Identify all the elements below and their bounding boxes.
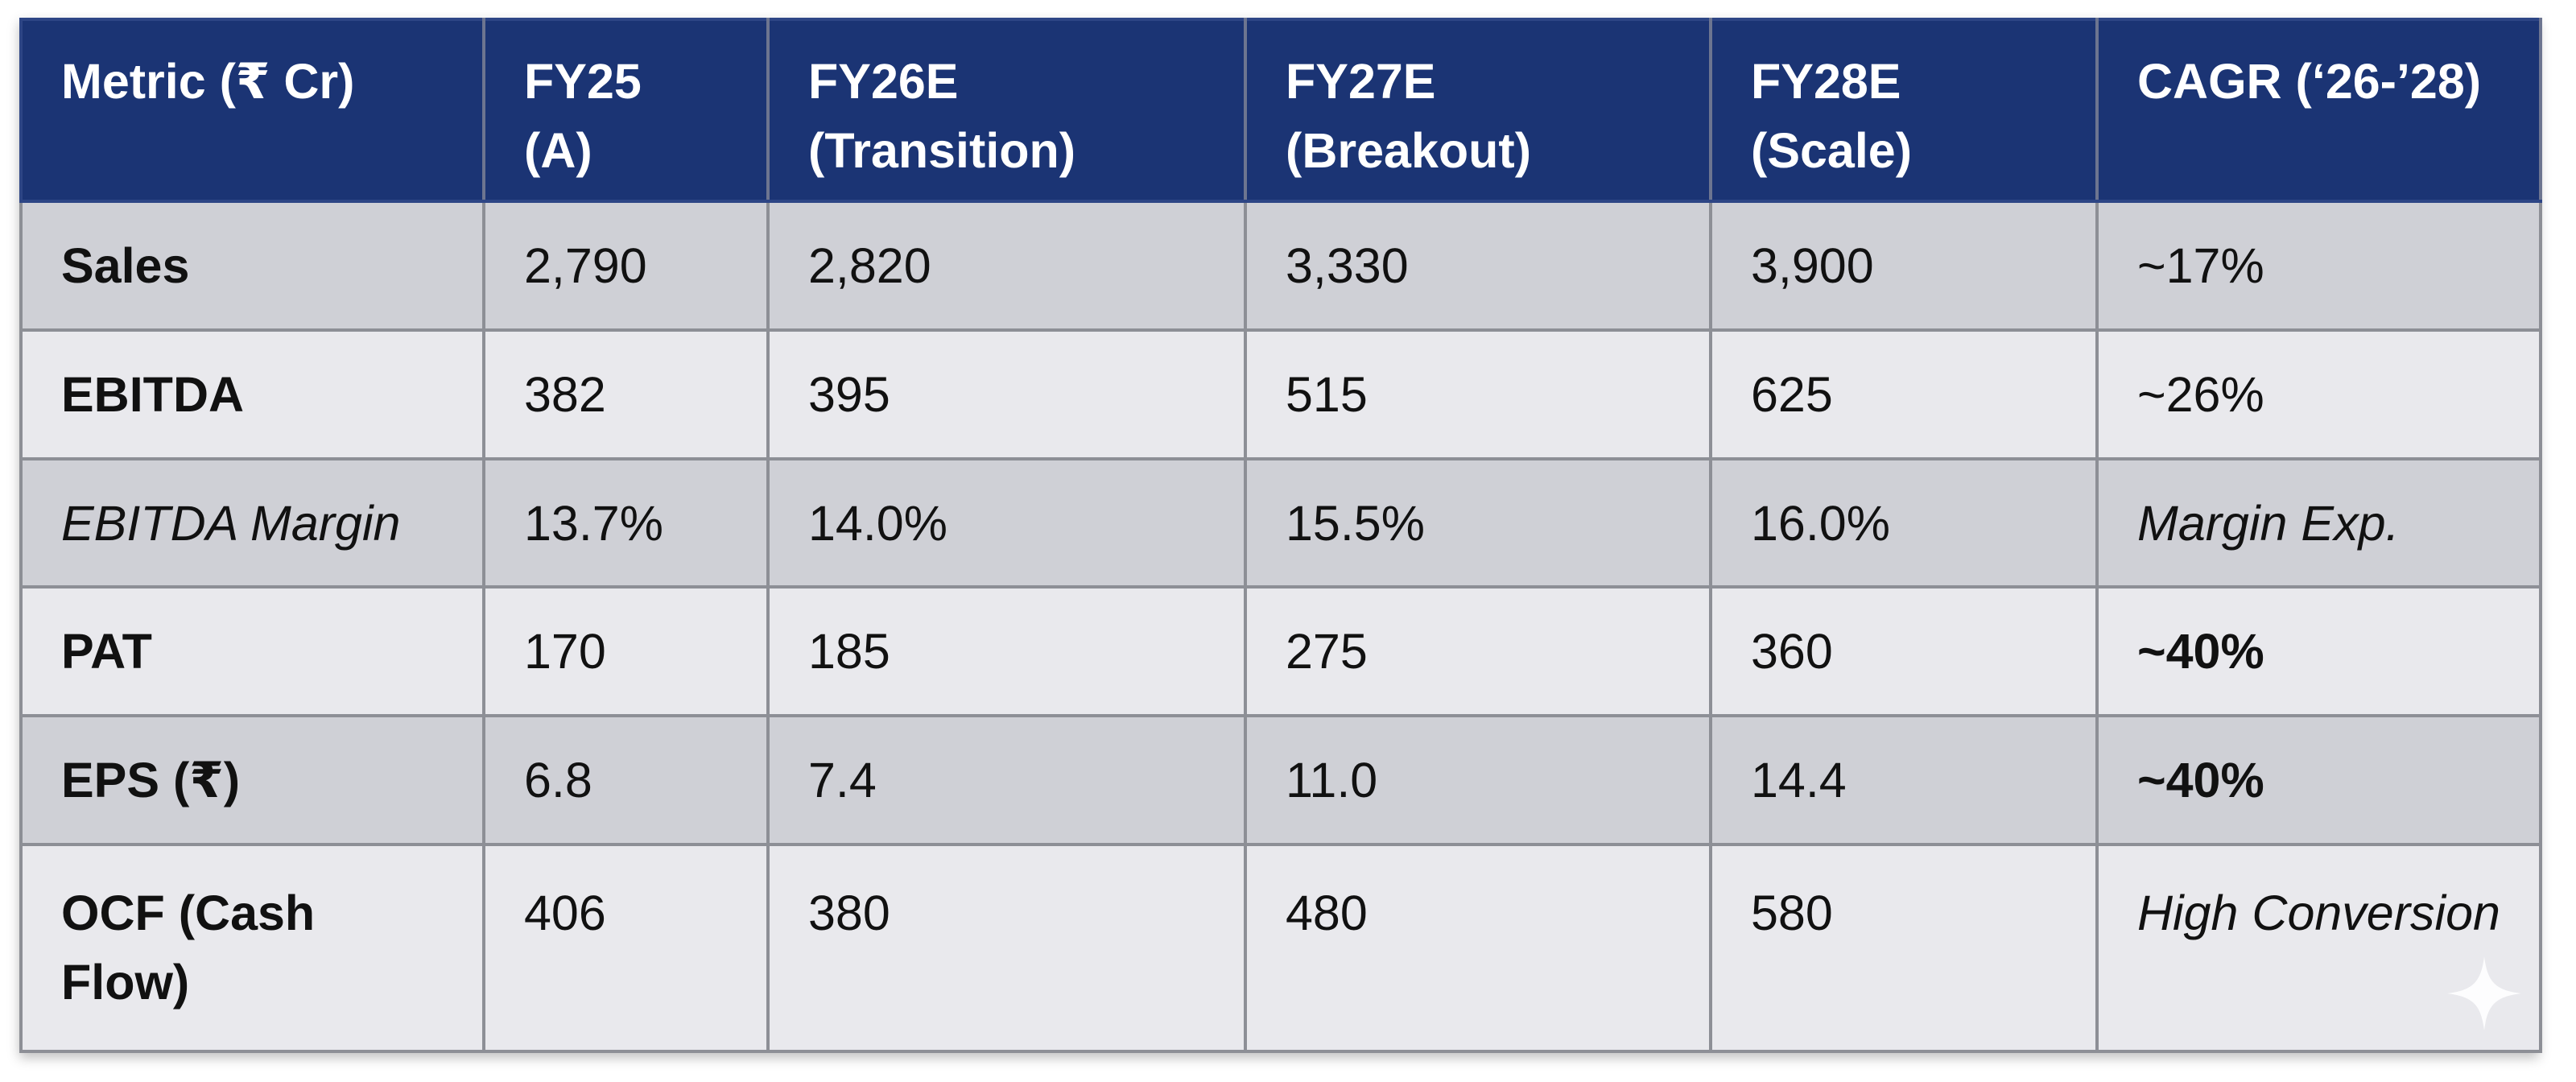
table-row-eps: EPS (₹) 6.8 7.4 11.0 14.4 ~40%	[19, 714, 2542, 847]
fy27e-cell: 11.0	[1244, 714, 1712, 847]
metric-cell: EBITDA Margin	[19, 456, 485, 589]
table-row-ebitda-margin: EBITDA Margin 13.7% 14.0% 15.5% 16.0% Ma…	[19, 456, 2542, 589]
fy26e-cell: 395	[766, 328, 1247, 460]
cagr-cell: ~17%	[2095, 200, 2542, 332]
metric-cell: OCF (Cash Flow)	[19, 843, 485, 1053]
fy25-cell: 13.7%	[482, 456, 770, 589]
table-row-sales: Sales 2,790 2,820 3,330 3,900 ~17%	[19, 200, 2542, 332]
table-row-ebitda: EBITDA 382 395 515 625 ~26%	[19, 328, 2542, 460]
fy27e-cell: 3,330	[1244, 200, 1712, 332]
sparkle-icon	[2447, 956, 2521, 1030]
header-fy27e: FY27E (Breakout)	[1244, 18, 1712, 203]
financial-table-container: Metric (₹ Cr) FY25 (A) FY26E (Transition…	[19, 18, 2542, 1053]
metric-cell: Sales	[19, 200, 485, 332]
fy28e-cell: 580	[1709, 843, 2099, 1053]
table-row-ocf: OCF (Cash Flow) 406 380 480 580 High Con…	[19, 843, 2542, 1053]
metric-cell: EBITDA	[19, 328, 485, 460]
fy27e-cell: 15.5%	[1244, 456, 1712, 589]
header-cagr: CAGR (‘26-’28)	[2095, 18, 2542, 203]
metric-cell: PAT	[19, 585, 485, 718]
fy28e-cell: 3,900	[1709, 200, 2099, 332]
header-fy28e: FY28E (Scale)	[1709, 18, 2099, 203]
fy27e-cell: 275	[1244, 585, 1712, 718]
cagr-cell: Margin Exp.	[2095, 456, 2542, 589]
fy27e-cell: 515	[1244, 328, 1712, 460]
header-metric: Metric (₹ Cr)	[19, 18, 485, 203]
fy26e-cell: 380	[766, 843, 1247, 1053]
table-row-pat: PAT 170 185 275 360 ~40%	[19, 585, 2542, 718]
fy26e-cell: 14.0%	[766, 456, 1247, 589]
cagr-cell: ~26%	[2095, 328, 2542, 460]
fy25-cell: 406	[482, 843, 770, 1053]
metric-cell: EPS (₹)	[19, 714, 485, 847]
header-fy25: FY25 (A)	[482, 18, 770, 203]
header-fy26e: FY26E (Transition)	[766, 18, 1247, 203]
fy26e-cell: 7.4	[766, 714, 1247, 847]
cagr-cell: ~40%	[2095, 714, 2542, 847]
fy25-cell: 6.8	[482, 714, 770, 847]
fy27e-cell: 480	[1244, 843, 1712, 1053]
fy28e-cell: 16.0%	[1709, 456, 2099, 589]
fy26e-cell: 185	[766, 585, 1247, 718]
cagr-cell: ~40%	[2095, 585, 2542, 718]
fy26e-cell: 2,820	[766, 200, 1247, 332]
fy28e-cell: 360	[1709, 585, 2099, 718]
fy25-cell: 170	[482, 585, 770, 718]
cagr-cell: High Conversion	[2095, 843, 2542, 1053]
financial-projections-table: Metric (₹ Cr) FY25 (A) FY26E (Transition…	[19, 18, 2542, 1053]
fy25-cell: 382	[482, 328, 770, 460]
fy28e-cell: 625	[1709, 328, 2099, 460]
fy28e-cell: 14.4	[1709, 714, 2099, 847]
table-header-row: Metric (₹ Cr) FY25 (A) FY26E (Transition…	[19, 18, 2542, 203]
fy25-cell: 2,790	[482, 200, 770, 332]
